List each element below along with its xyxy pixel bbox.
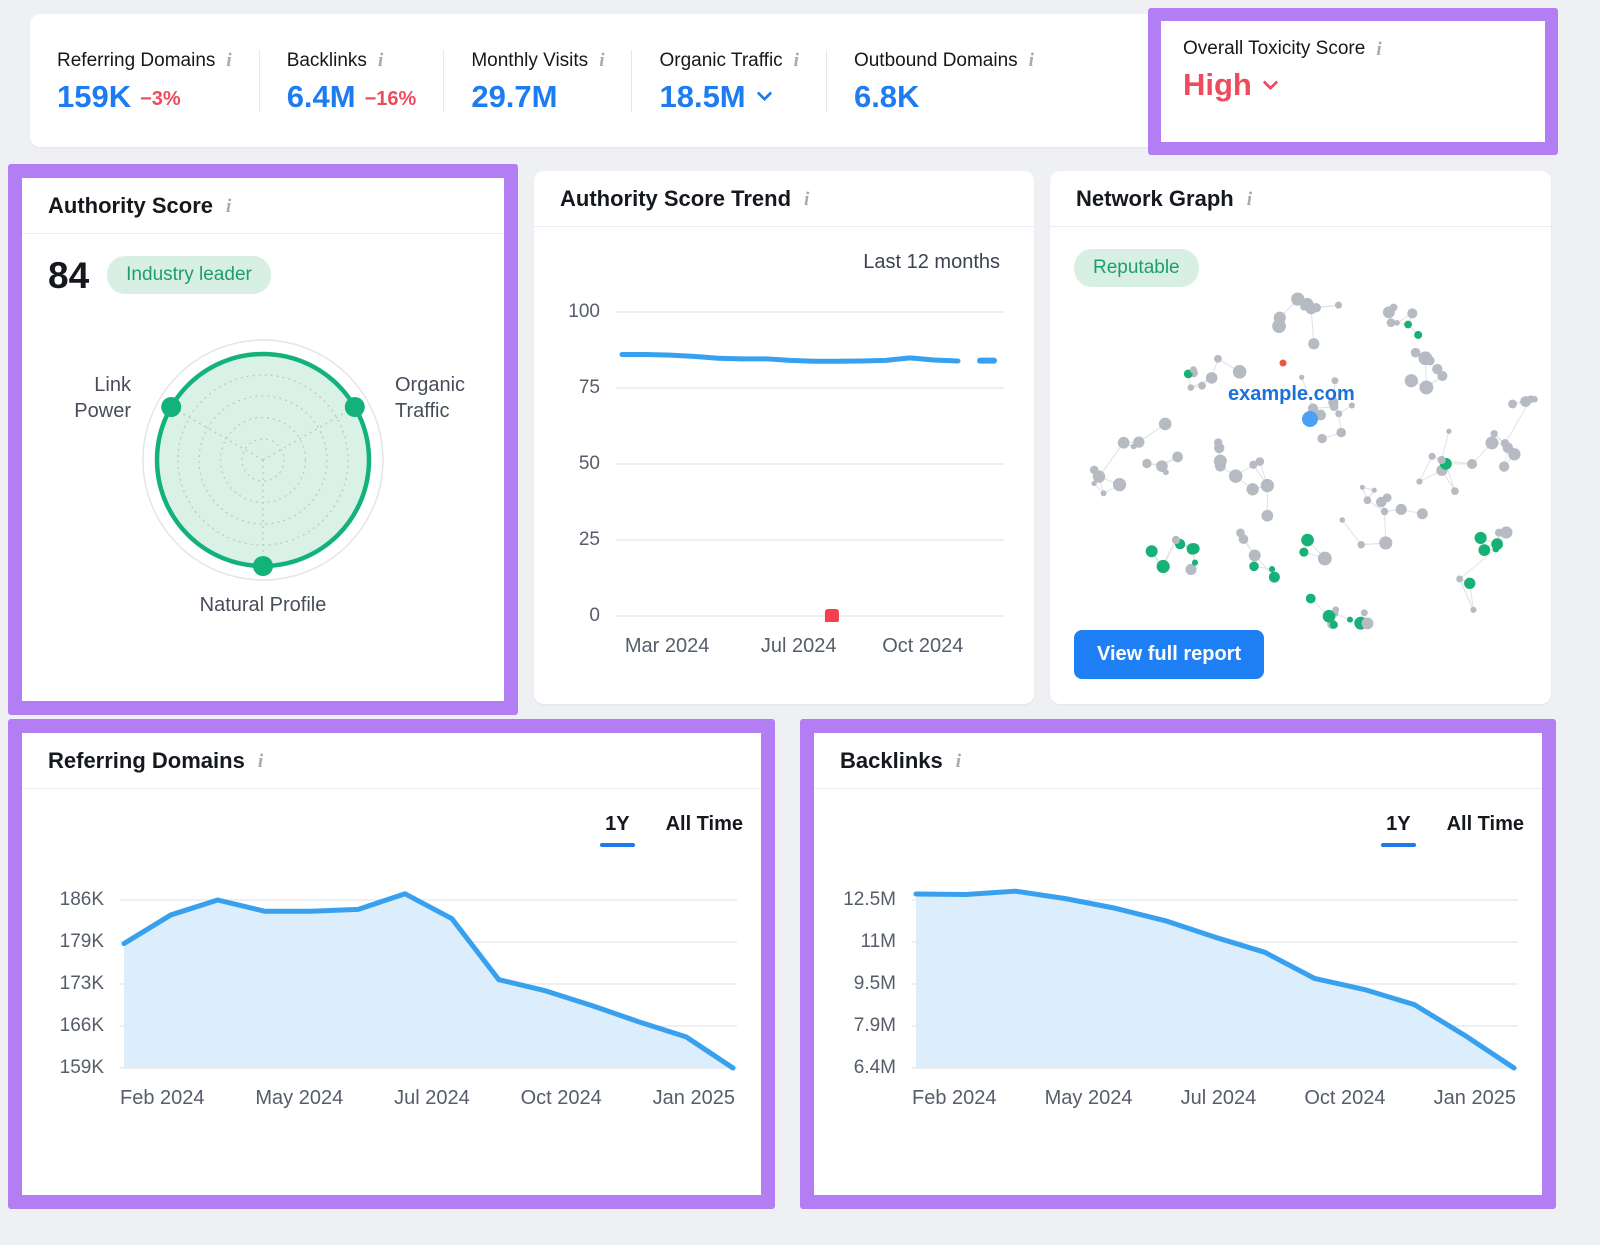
reputable-badge: Reputable xyxy=(1074,249,1199,287)
info-icon[interactable] xyxy=(378,51,383,70)
card-title: Authority Score xyxy=(48,193,213,219)
radar-axis-organic-traffic: Organic Traffic xyxy=(395,372,479,424)
metric-label: Referring Domains xyxy=(57,50,215,72)
tab-all-time[interactable]: All Time xyxy=(666,813,743,836)
tab-1y[interactable]: 1Y xyxy=(605,813,629,836)
view-full-report-button[interactable]: View full report xyxy=(1074,630,1264,679)
info-icon[interactable] xyxy=(956,752,961,771)
backlinks-area-svg xyxy=(912,852,1518,1074)
referring-domains-highlight: Referring Domains 1Y All Time 186K 179K … xyxy=(8,719,775,1209)
metric-referring-domains: Referring Domains 159K −3% xyxy=(30,50,259,112)
info-icon[interactable] xyxy=(599,51,604,70)
authority-trend-card: Authority Score Trend Last 12 months 100… xyxy=(534,171,1034,704)
info-icon[interactable] xyxy=(804,190,809,209)
period-label: Last 12 months xyxy=(552,227,1004,304)
card-title: Backlinks xyxy=(840,748,943,774)
metric-label: Outbound Domains xyxy=(854,50,1018,72)
metric-backlinks: Backlinks 6.4M −16% xyxy=(259,50,444,112)
chevron-down-icon xyxy=(756,86,772,102)
backlinks-card: Backlinks 1Y All Time 12.5M 11M 9.5M 7.9… xyxy=(814,733,1542,1195)
y-axis-labels: 12.5M 11M 9.5M 7.9M 6.4M xyxy=(828,889,912,1079)
metric-monthly-visits: Monthly Visits 29.7M xyxy=(443,50,631,112)
metric-value: 6.8K xyxy=(854,81,919,112)
metric-delta: −16% xyxy=(365,89,417,109)
metric-label: Monthly Visits xyxy=(471,50,588,72)
info-icon[interactable] xyxy=(1376,40,1381,59)
info-icon[interactable] xyxy=(1029,51,1034,70)
industry-leader-badge: Industry leader xyxy=(107,256,271,294)
middle-row: Authority Score 84 Industry leader Link … xyxy=(8,164,1600,715)
metric-label: Organic Traffic xyxy=(659,50,782,72)
metric-outbound-domains: Outbound Domains 6.8K xyxy=(826,50,1061,112)
network-graph-card: Network Graph Reputable example.com View… xyxy=(1050,171,1551,704)
metric-value: 18.5M xyxy=(659,81,745,112)
metric-organic-traffic: Organic Traffic 18.5M xyxy=(631,50,825,112)
info-icon[interactable] xyxy=(226,197,231,216)
authority-radar-chart: Link Power Organic Traffic Natural Profi… xyxy=(22,308,504,630)
center-domain-label: example.com xyxy=(1228,383,1355,406)
metric-value: 29.7M xyxy=(471,81,557,112)
backlinks-chart: 12.5M 11M 9.5M 7.9M 6.4M xyxy=(828,852,1518,1079)
tab-1y[interactable]: 1Y xyxy=(1386,813,1410,836)
x-axis-labels: Feb 2024 May 2024 Jul 2024 Oct 2024 Jan … xyxy=(912,1087,1516,1110)
info-icon[interactable] xyxy=(794,51,799,70)
toxicity-highlight-box: Overall Toxicity Score High xyxy=(1148,8,1558,155)
info-icon[interactable] xyxy=(1247,190,1252,209)
range-tabs: 1Y All Time xyxy=(22,789,761,852)
metric-value: 6.4M xyxy=(287,81,356,112)
x-axis-labels: Feb 2024 May 2024 Jul 2024 Oct 2024 Jan … xyxy=(120,1087,735,1110)
info-icon[interactable] xyxy=(258,752,263,771)
authority-score-highlight: Authority Score 84 Industry leader Link … xyxy=(8,164,518,715)
metric-value: 159K xyxy=(57,81,131,112)
chevron-down-icon xyxy=(1263,74,1279,90)
referring-domains-chart: 186K 179K 173K 166K 159K xyxy=(36,852,737,1079)
range-tabs: 1Y All Time xyxy=(814,789,1542,852)
referring-domains-area-svg xyxy=(120,852,737,1074)
trend-line-svg xyxy=(616,304,1004,622)
authority-trend-chart: 100 75 50 25 0 xyxy=(552,304,1004,627)
authority-score-value: 84 xyxy=(48,257,89,294)
y-axis-labels: 186K 179K 173K 166K 159K xyxy=(36,889,120,1079)
y-axis-labels: 100 75 50 25 0 xyxy=(552,301,616,627)
bottom-row: Referring Domains 1Y All Time 186K 179K … xyxy=(8,719,1600,1209)
toxicity-dropdown[interactable]: High xyxy=(1183,69,1545,100)
top-metric-bar: Referring Domains 159K −3% Backlinks 6.4M… xyxy=(30,14,1553,147)
card-title: Referring Domains xyxy=(48,748,245,774)
metric-delta: −3% xyxy=(140,89,181,109)
x-axis-labels: Mar 2024 Jul 2024 Oct 2024 xyxy=(616,627,1004,661)
referring-domains-card: Referring Domains 1Y All Time 186K 179K … xyxy=(22,733,761,1195)
authority-score-card: Authority Score 84 Industry leader Link … xyxy=(22,178,504,701)
radar-axis-link-power: Link Power xyxy=(57,372,131,424)
info-icon[interactable] xyxy=(226,51,231,70)
organic-traffic-dropdown[interactable]: 18.5M xyxy=(659,81,798,112)
tab-all-time[interactable]: All Time xyxy=(1447,813,1524,836)
metric-value: High xyxy=(1183,69,1252,100)
metric-label: Backlinks xyxy=(287,50,367,72)
radar-axis-natural-profile: Natural Profile xyxy=(200,592,327,618)
metric-label: Overall Toxicity Score xyxy=(1183,38,1365,60)
card-title: Authority Score Trend xyxy=(560,186,791,212)
radar-svg xyxy=(93,308,433,588)
backlinks-highlight: Backlinks 1Y All Time 12.5M 11M 9.5M 7.9… xyxy=(800,719,1556,1209)
card-title: Network Graph xyxy=(1076,186,1234,212)
